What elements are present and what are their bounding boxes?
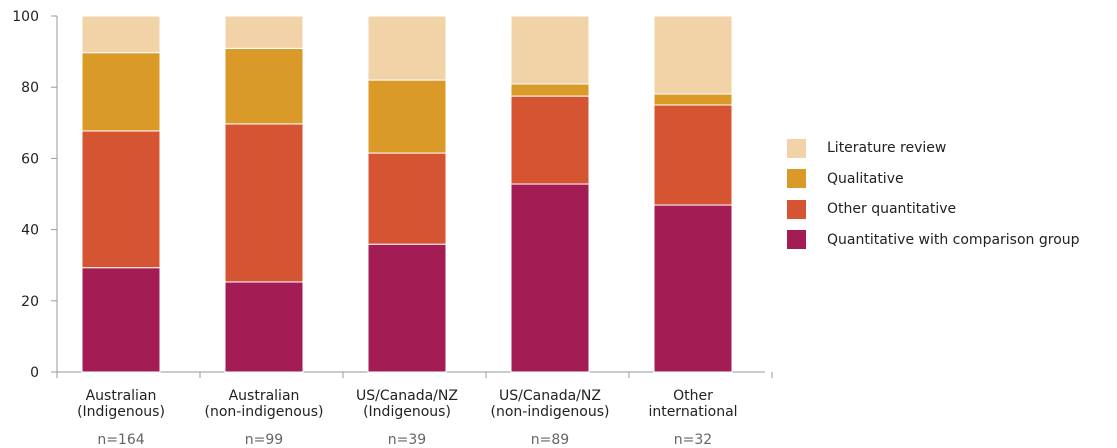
legend-swatch: [787, 169, 806, 189]
y-tick-label: 60: [21, 151, 39, 167]
bar-segment: [367, 243, 447, 373]
bar-segment: [81, 15, 161, 54]
legend-label: Qualitative: [827, 170, 904, 187]
x-category-label: Australian: [86, 388, 157, 404]
bar-segment: [510, 95, 590, 185]
bar-segment: [510, 183, 590, 373]
x-sample-count: n=164: [97, 432, 144, 448]
x-category-label: US/Canada/NZ: [499, 388, 601, 404]
x-sample-count: n=89: [531, 432, 569, 448]
legend-label: Other quantitative: [827, 201, 957, 218]
bar-segment: [81, 267, 161, 373]
legend-item: Other quantitative: [787, 194, 1080, 225]
bar-segment: [653, 93, 733, 106]
y-tick-label: 40: [21, 223, 39, 239]
legend-item: Quantitative with comparison group: [787, 225, 1080, 256]
axes: 0 20 40 60 80 100: [12, 9, 773, 381]
bar-segment: [81, 130, 161, 269]
x-category-label: (non-indigenous): [491, 404, 610, 420]
bar-segment: [510, 83, 590, 97]
bar-segment: [367, 79, 447, 154]
legend-item: Qualitative: [787, 164, 1080, 195]
legend-swatch: [787, 199, 806, 219]
x-category-label: Other: [673, 388, 713, 404]
x-sample-count: n=99: [245, 432, 283, 448]
bar-segment: [367, 15, 447, 81]
legend-label: Quantitative with comparison group: [827, 231, 1080, 248]
legend-swatch: [787, 230, 806, 250]
x-category-label: US/Canada/NZ: [356, 388, 458, 404]
y-tick-label: 20: [21, 294, 39, 310]
x-axis-labels: Australian(Indigenous)n=164Australian(no…: [77, 388, 737, 448]
x-category-label: (Indigenous): [77, 404, 165, 420]
bar-segment: [224, 15, 304, 49]
legend-item: Literature review: [787, 133, 1080, 164]
x-category-label: (non-indigenous): [205, 404, 324, 420]
bar-segment: [224, 123, 304, 283]
x-category-label: (Indigenous): [363, 404, 451, 420]
legend: Literature review Qualitative Other quanti…: [787, 133, 1080, 255]
bar-segment: [510, 15, 590, 85]
y-tick-label: 100: [12, 9, 39, 25]
bar-segment: [224, 281, 304, 373]
legend-label: Literature review: [827, 140, 947, 157]
bar-segment: [653, 104, 733, 206]
x-sample-count: n=32: [674, 432, 712, 448]
bar-segment: [81, 52, 161, 132]
x-category-label: international: [648, 404, 737, 420]
bars: [81, 15, 733, 373]
y-tick-label: 0: [30, 365, 39, 381]
y-tick-label: 80: [21, 80, 39, 96]
x-category-label: Australian: [229, 388, 300, 404]
bar-segment: [653, 204, 733, 373]
legend-swatch: [787, 138, 806, 158]
bar-segment: [653, 15, 733, 95]
bar-segment: [367, 152, 447, 245]
bar-segment: [224, 47, 304, 125]
x-sample-count: n=39: [388, 432, 426, 448]
